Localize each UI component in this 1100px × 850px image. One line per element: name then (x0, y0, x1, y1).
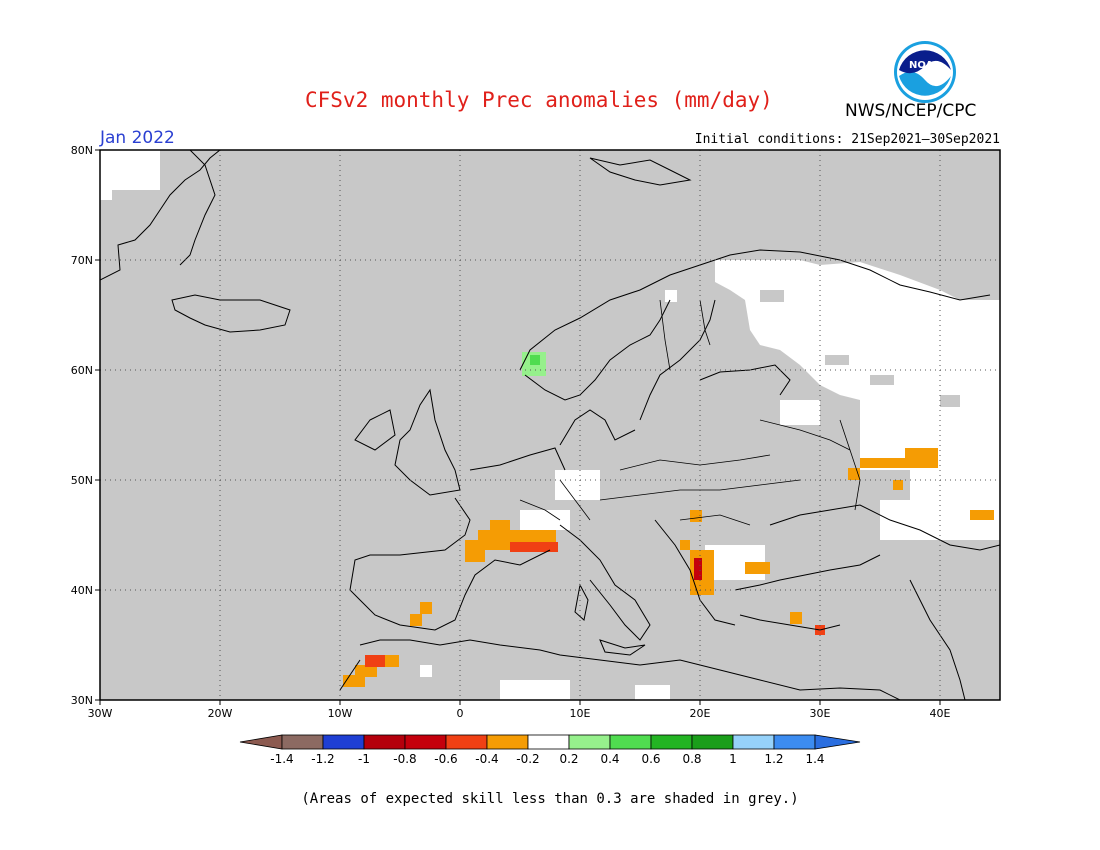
noaa-logo-icon: NOAA (894, 41, 956, 103)
colorbar-label: 1.2 (764, 752, 783, 766)
colorbar-label: 0.8 (682, 752, 701, 766)
x-tick: 30E (810, 707, 831, 720)
colorbar-label: -0.2 (516, 752, 539, 766)
colorbar-label: -1 (358, 752, 370, 766)
colorbar-swatch (527, 734, 570, 750)
x-tick: 10W (328, 707, 353, 720)
colorbar-swatch (445, 734, 488, 750)
x-tick: 0 (457, 707, 464, 720)
coastlines (100, 150, 1000, 700)
colorbar-swatch (773, 734, 816, 750)
map-background (100, 150, 1000, 700)
colorbar-arrow-left (239, 734, 283, 750)
colorbar-swatch (732, 734, 775, 750)
y-tick: 60N (71, 364, 93, 377)
colorbar-arrow-right (814, 734, 861, 750)
colorbar-label: -0.6 (434, 752, 457, 766)
x-tick: 10E (570, 707, 591, 720)
colorbar-label: -0.4 (475, 752, 498, 766)
y-tick-labels: 30N 40N 50N 60N 70N 80N (71, 144, 93, 707)
y-tick: 80N (71, 144, 93, 157)
forecast-month: Jan 2022 (100, 128, 175, 148)
colorbar-label: -1.2 (311, 752, 334, 766)
colorbar-label: -1.4 (270, 752, 293, 766)
colorbar-swatch (363, 734, 406, 750)
anomaly-layer (100, 150, 1000, 700)
y-tick: 40N (71, 584, 93, 597)
noaa-logo-text: NOAA (909, 60, 941, 71)
colorbar-swatch (691, 734, 734, 750)
y-tick: 30N (71, 694, 93, 707)
colorbar-swatch (322, 734, 365, 750)
colorbar-labels: -1.4 -1.2 -1 -0.8 -0.6 -0.4 -0.2 0.2 0.4… (270, 752, 824, 766)
colorbar-label: 1.4 (805, 752, 824, 766)
x-tick: 20E (690, 707, 711, 720)
initial-conditions: Initial conditions: 21Sep2021–30Sep2021 (694, 132, 1000, 147)
y-tick: 70N (71, 254, 93, 267)
x-tick-labels: 30W 20W 10W 0 10E 20E 30E 40E (88, 707, 951, 720)
colorbar-swatch (568, 734, 611, 750)
colorbar-swatch (404, 734, 447, 750)
x-tick: 30W (88, 707, 113, 720)
colorbar-swatch (650, 734, 693, 750)
colorbar-swatch (486, 734, 529, 750)
colorbar-swatch (281, 734, 324, 750)
agency-label: NWS/NCEP/CPC (845, 101, 977, 121)
x-tick: 40E (930, 707, 951, 720)
x-tick: 20W (208, 707, 233, 720)
skill-footnote: (Areas of expected skill less than 0.3 a… (301, 791, 799, 807)
map-frame (99, 149, 1001, 701)
colorbar-label: 0.4 (600, 752, 619, 766)
graticule (100, 150, 1000, 700)
colorbar-swatch (609, 734, 652, 750)
colorbar (239, 734, 861, 750)
colorbar-label: -0.8 (393, 752, 416, 766)
colorbar-label: 0.2 (559, 752, 578, 766)
map-title: CFSv2 monthly Prec anomalies (mm/day) (305, 88, 773, 112)
white-areas (100, 150, 1000, 700)
colorbar-label: 1 (729, 752, 737, 766)
colorbar-label: 0.6 (641, 752, 660, 766)
y-tick: 50N (71, 474, 93, 487)
